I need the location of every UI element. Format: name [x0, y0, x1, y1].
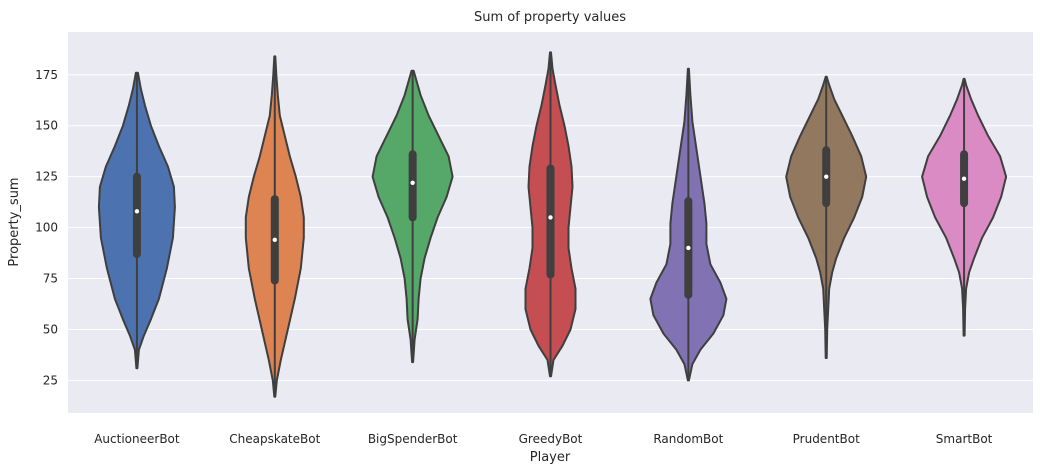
chart-title: Sum of property values	[474, 10, 626, 25]
x-tick-label: CheapskateBot	[229, 432, 320, 446]
x-axis-label: Player	[530, 450, 571, 464]
violin-median-dot	[548, 215, 553, 220]
violins	[97, 51, 1008, 398]
x-tick-label: PrudentBot	[793, 432, 860, 446]
violin-median-dot	[272, 237, 277, 243]
y-tick-label: 25	[43, 373, 58, 387]
x-tick-label: BigSpenderBot	[368, 432, 458, 446]
x-tick-label: AuctioneerBot	[94, 432, 180, 446]
y-tick-label: 100	[35, 221, 58, 235]
violin-median-dot	[961, 176, 967, 181]
x-tick-label: GreedyBot	[519, 432, 583, 446]
y-axis-label: Property_sum	[7, 177, 22, 266]
y-tick-label: 150	[35, 119, 58, 133]
y-tick-labels: 25 50 75 100 125 150 175	[35, 68, 58, 388]
y-tick-label: 75	[43, 272, 58, 286]
x-tick-label: RandomBot	[653, 432, 723, 446]
y-tick-label: 175	[35, 68, 58, 82]
x-tick-labels: AuctioneerBot CheapskateBot BigSpenderBot G…	[94, 432, 992, 446]
violin-median-dot	[686, 245, 691, 251]
y-tick-label: 125	[35, 170, 58, 184]
violin-median-dot	[134, 209, 140, 214]
x-tick-label: SmartBot	[936, 432, 993, 446]
violin-median-dot	[824, 174, 829, 179]
violin-median-dot	[410, 180, 415, 185]
y-tick-label: 50	[43, 322, 58, 336]
